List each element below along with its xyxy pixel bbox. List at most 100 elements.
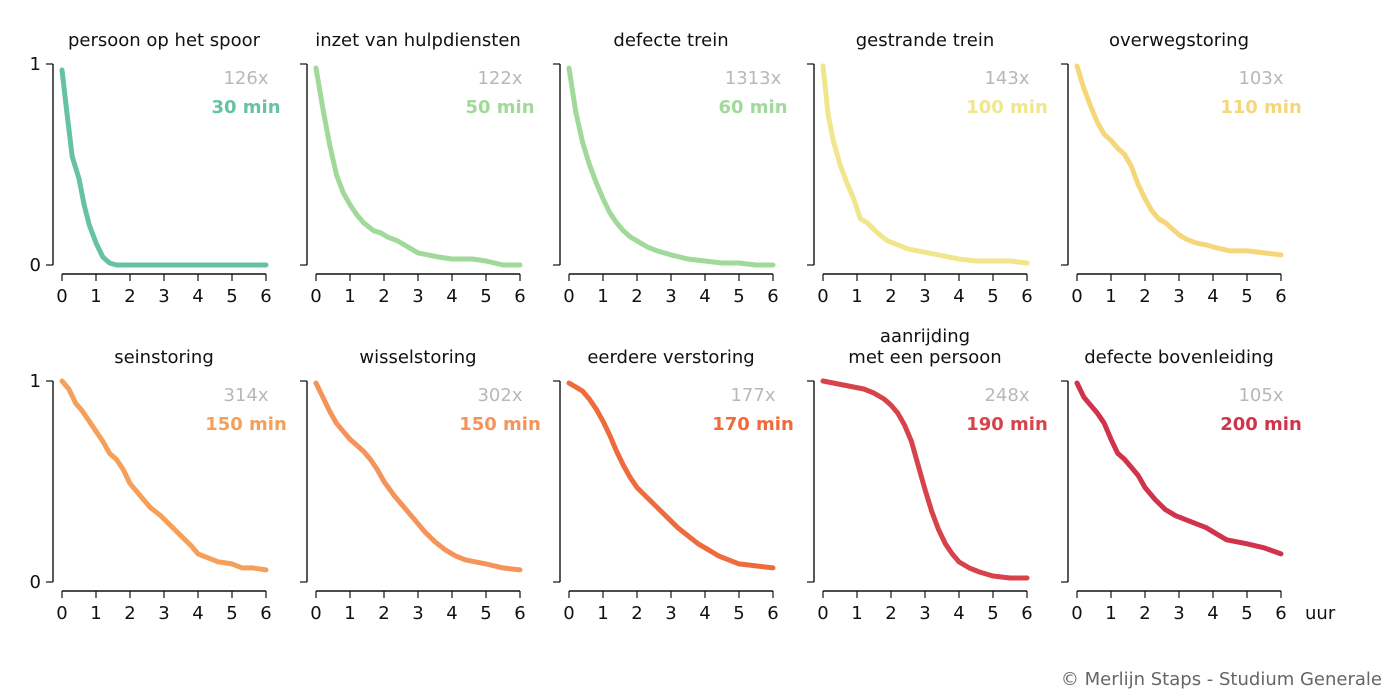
x-tick-label: 3 — [665, 286, 676, 307]
x-tick-label: 0 — [310, 286, 321, 307]
x-tick-label: 4 — [953, 286, 964, 307]
x-tick-label: 4 — [192, 603, 203, 624]
count-label: 1313x — [725, 68, 782, 89]
median-label: 30 min — [211, 97, 280, 118]
x-tick-label: 4 — [699, 603, 710, 624]
x-tick-label: 3 — [919, 603, 930, 624]
x-tick-label: 0 — [817, 286, 828, 307]
x-tick-label: 0 — [563, 286, 574, 307]
x-tick-label: 0 — [1071, 603, 1082, 624]
count-label: 302x — [477, 385, 522, 406]
panel-title: seinstoring — [114, 347, 214, 368]
x-tick-label: 1 — [597, 286, 608, 307]
median-label: 100 min — [966, 97, 1048, 118]
x-tick-label: 6 — [514, 286, 525, 307]
x-tick-label: 2 — [124, 286, 135, 307]
x-tick-label: 3 — [665, 603, 676, 624]
chart-panel: defecte bovenleiding 0 1 2 3 4 5 6 105x 200 min uu… — [1061, 347, 1336, 624]
survival-curve — [59, 378, 269, 573]
survival-curve — [820, 63, 1030, 266]
y-tick-label: 0 — [30, 255, 41, 276]
y-tick-label: 1 — [30, 371, 41, 392]
panel-title: defecte trein — [613, 30, 728, 51]
y-tick-label: 1 — [30, 54, 41, 75]
chart-panel: inzet van hulpdiensten 0 1 2 3 4 5 6 122x 50 min — [300, 30, 535, 307]
x-tick-label: 6 — [767, 603, 778, 624]
median-label: 50 min — [465, 97, 534, 118]
x-tick-label: 4 — [192, 286, 203, 307]
x-tick-label: 2 — [378, 603, 389, 624]
count-label: 248x — [984, 385, 1029, 406]
median-label: 60 min — [718, 97, 787, 118]
x-tick-label: 4 — [1207, 603, 1218, 624]
x-tick-label: 1 — [344, 603, 355, 624]
x-tick-label: 5 — [733, 603, 744, 624]
x-tick-label: 1 — [1105, 286, 1116, 307]
x-tick-label: 2 — [1139, 603, 1150, 624]
x-tick-label: 5 — [1241, 286, 1252, 307]
chart-panel: eerdere verstoring 0 1 2 3 4 5 6 177x 170 min — [553, 347, 794, 624]
x-tick-label: 4 — [446, 286, 457, 307]
count-label: 314x — [223, 385, 268, 406]
chart-panel: wisselstoring 0 1 2 3 4 5 6 302x 150 min — [300, 347, 541, 624]
x-tick-label: 6 — [1275, 286, 1286, 307]
x-tick-label: 6 — [260, 603, 271, 624]
x-tick-label: 4 — [699, 286, 710, 307]
panel-title: defecte bovenleiding — [1084, 347, 1274, 368]
x-tick-label: 4 — [446, 603, 457, 624]
survival-curve — [820, 378, 1030, 581]
x-tick-label: 1 — [851, 603, 862, 624]
panel-title: inzet van hulpdiensten — [315, 30, 521, 51]
chart-panel: gestrande trein 0 1 2 3 4 5 6 143x 100 min — [807, 30, 1048, 307]
survival-curve — [566, 380, 776, 571]
panel-title: eerdere verstoring — [587, 347, 754, 368]
x-tick-label: 0 — [817, 603, 828, 624]
x-tick-label: 6 — [260, 286, 271, 307]
x-tick-label: 5 — [480, 286, 491, 307]
x-tick-label: 0 — [563, 603, 574, 624]
chart-panel: defecte trein 0 1 2 3 4 5 6 1313x 60 min — [553, 30, 788, 307]
survival-curve — [1074, 380, 1284, 557]
panel-title: wisselstoring — [359, 347, 476, 368]
panel-title: aanrijding — [880, 326, 970, 347]
count-label: 177x — [730, 385, 775, 406]
survival-curve — [1074, 63, 1284, 258]
survival-curve — [59, 67, 269, 268]
x-tick-label: 0 — [56, 286, 67, 307]
median-label: 190 min — [966, 414, 1048, 435]
count-label: 143x — [984, 68, 1029, 89]
x-tick-label: 3 — [1173, 286, 1184, 307]
median-label: 170 min — [712, 414, 794, 435]
x-tick-label: 2 — [885, 603, 896, 624]
x-tick-label: 3 — [158, 286, 169, 307]
x-tick-label: 5 — [987, 603, 998, 624]
x-tick-label: 3 — [412, 603, 423, 624]
median-label: 110 min — [1220, 97, 1302, 118]
count-label: 105x — [1238, 385, 1283, 406]
x-tick-label: 5 — [1241, 603, 1252, 624]
survival-curve — [313, 65, 523, 268]
x-tick-label: 5 — [226, 286, 237, 307]
x-tick-label: 3 — [919, 286, 930, 307]
x-tick-label: 1 — [851, 286, 862, 307]
panel-title: overwegstoring — [1109, 30, 1249, 51]
x-tick-label: 3 — [412, 286, 423, 307]
credit-label: © Merlijn Staps - Studium Generale — [1060, 669, 1382, 690]
x-tick-label: 6 — [1275, 603, 1286, 624]
y-tick-label: 0 — [30, 572, 41, 593]
median-label: 200 min — [1220, 414, 1302, 435]
chart-panel: persoon op het spoor 0 1 2 3 4 5 6 0 1 126x 30 min — [30, 30, 281, 307]
x-tick-label: 4 — [1207, 286, 1218, 307]
count-label: 126x — [223, 68, 268, 89]
x-tick-label: 3 — [1173, 603, 1184, 624]
median-label: 150 min — [205, 414, 287, 435]
x-tick-label: 0 — [1071, 286, 1082, 307]
x-tick-label: 6 — [514, 603, 525, 624]
x-tick-label: 2 — [378, 286, 389, 307]
x-tick-label: 5 — [733, 286, 744, 307]
panel-title: gestrande trein — [856, 30, 995, 51]
x-tick-label: 3 — [158, 603, 169, 624]
x-tick-label: 1 — [597, 603, 608, 624]
x-tick-label: 5 — [226, 603, 237, 624]
